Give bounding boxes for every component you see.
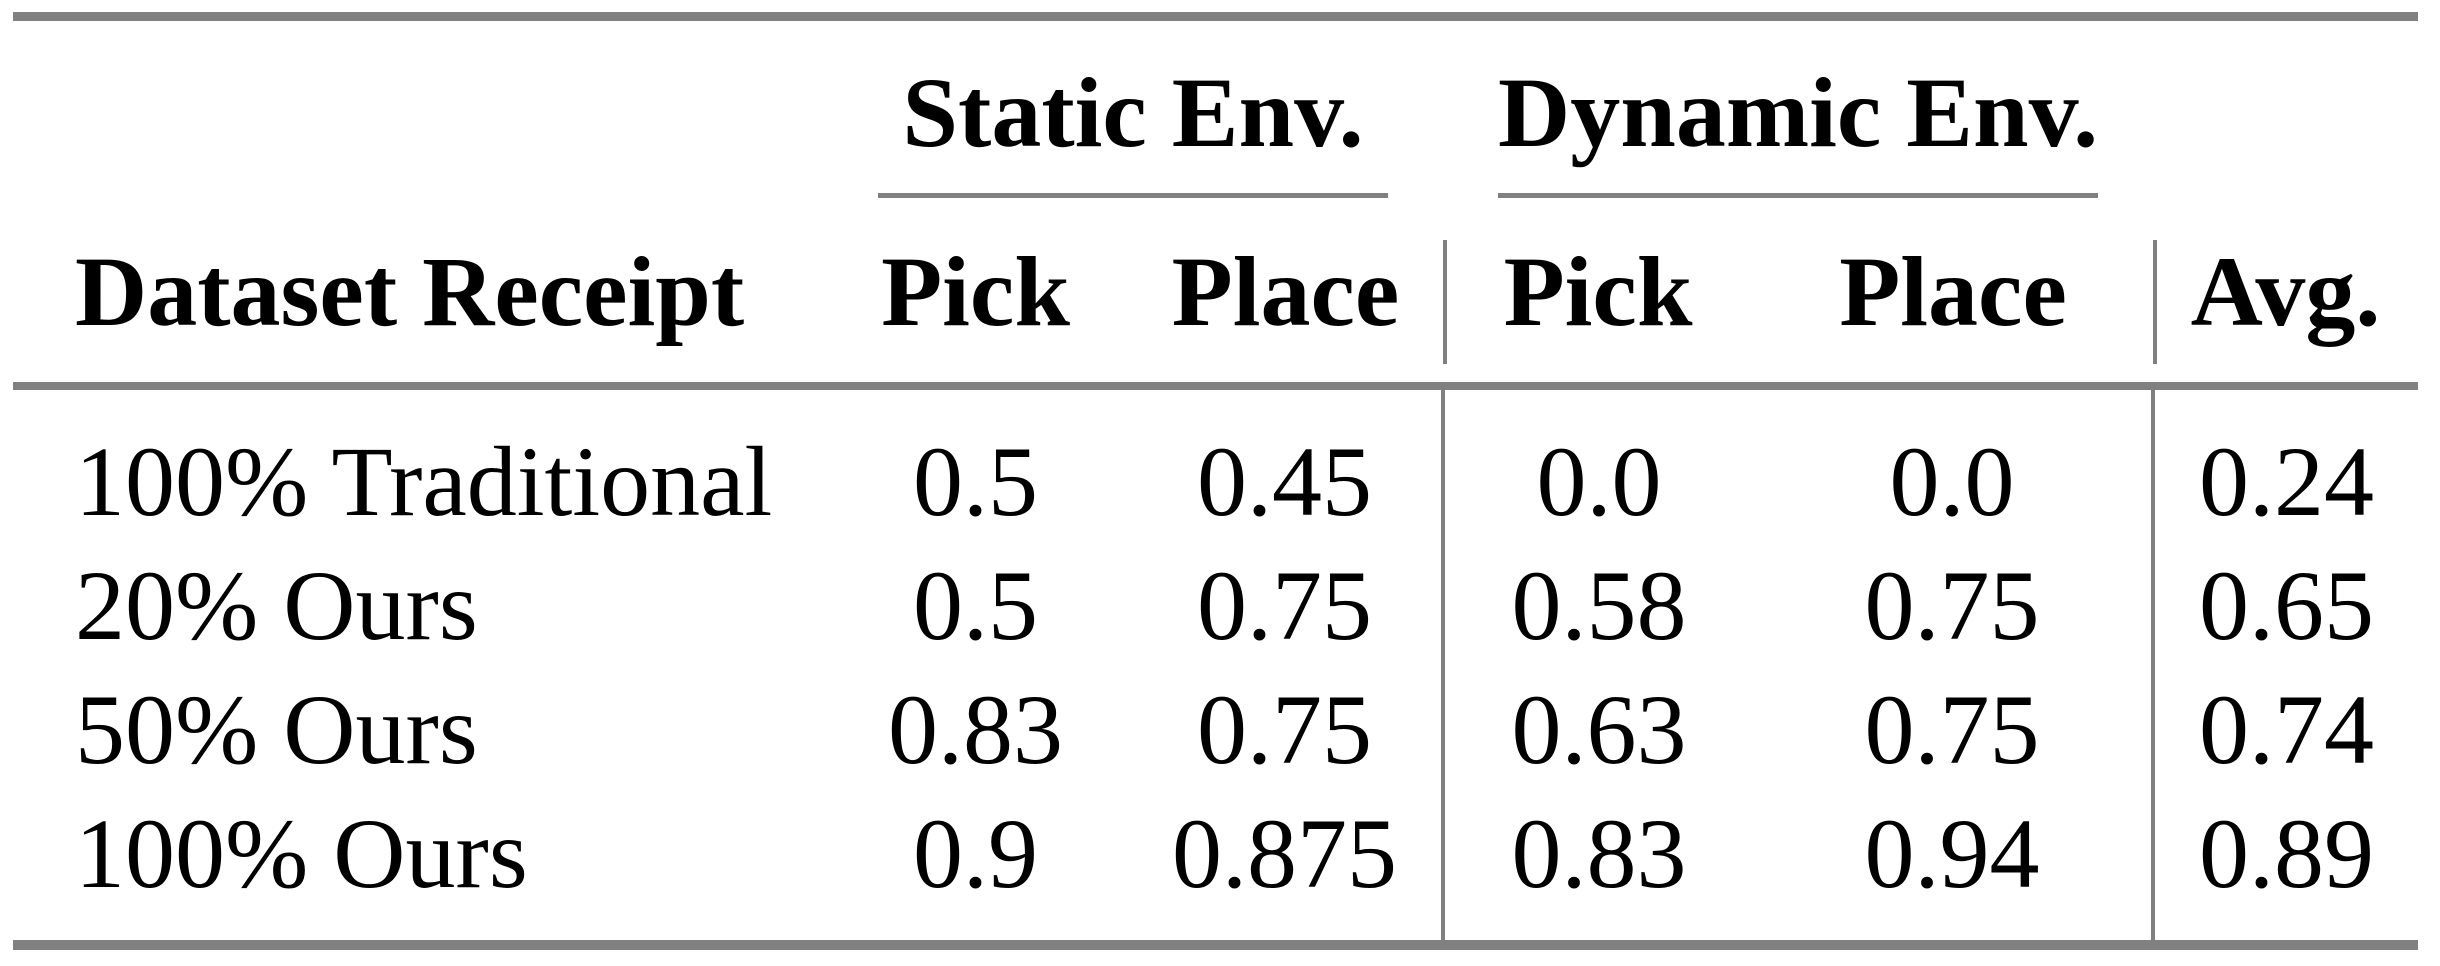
column-group-header-row: Static Env. Dynamic Env. <box>13 17 2418 199</box>
group-header-static-env-label: Static Env. <box>878 21 1388 198</box>
group-header-dynamic-env: Dynamic Env. <box>1443 17 2153 198</box>
cell-dynamic-pick: 0.83 <box>1441 792 1753 945</box>
column-header-static-pick: Pick <box>823 198 1128 390</box>
cell-dynamic-pick: 0.0 <box>1441 386 1753 544</box>
results-table: Static Env. Dynamic Env. Dataset Receipt… <box>13 12 2419 950</box>
cell-static-pick: 0.83 <box>888 674 1063 785</box>
table-row-100pct-traditional: 100% Traditional 0.5 0.45 0.0 0.0 0.24 <box>13 386 2419 544</box>
cell-dynamic-place: 0.94 <box>1864 798 2040 909</box>
row-label: 100% Traditional <box>75 426 773 537</box>
cell-static-pick: 0.5 <box>913 550 1038 661</box>
table-row-50pct-ours: 50% Ours 0.83 0.75 0.63 0.75 0.74 <box>13 668 2419 792</box>
column-header-dynamic-place: Place <box>1753 198 2154 390</box>
table-row-100pct-ours: 100% Ours 0.9 0.875 0.83 0.94 0.89 <box>13 792 2419 945</box>
cell-static-place: 0.75 <box>1197 674 1372 785</box>
cell-static-place: 0.45 <box>1197 426 1372 537</box>
group-header-dynamic-env-label: Dynamic Env. <box>1498 21 2098 198</box>
cell-avg: 0.24 <box>2151 386 2419 544</box>
cell-static-pick: 0.9 <box>913 798 1038 909</box>
column-header-static-place: Place <box>1128 198 1443 390</box>
table-row-20pct-ours: 20% Ours 0.5 0.75 0.58 0.75 0.65 <box>13 544 2419 668</box>
cell-dynamic-pick: 0.63 <box>1441 668 1753 792</box>
row-label: 100% Ours <box>75 798 528 909</box>
row-label: 50% Ours <box>75 674 478 785</box>
cell-avg: 0.74 <box>2151 668 2419 792</box>
cell-avg: 0.89 <box>2151 792 2419 945</box>
group-header-spacer-right <box>2153 17 2418 199</box>
cell-avg: 0.65 <box>2151 544 2419 668</box>
column-header-dataset-receipt: Dataset Receipt <box>13 198 823 390</box>
cell-dynamic-place: 0.75 <box>1864 550 2040 661</box>
cell-static-place: 0.75 <box>1197 550 1372 661</box>
cell-dynamic-place: 0.0 <box>1889 426 2015 537</box>
group-header-spacer-left <box>13 17 823 199</box>
column-header-avg: Avg. <box>2153 198 2419 390</box>
cell-static-pick: 0.5 <box>913 426 1038 537</box>
column-header-dynamic-pick: Pick <box>1443 198 1753 390</box>
row-label: 20% Ours <box>75 550 478 661</box>
group-header-static-env: Static Env. <box>823 17 1443 198</box>
cell-static-place: 0.875 <box>1172 798 1397 909</box>
cell-dynamic-pick: 0.58 <box>1441 544 1753 668</box>
cell-dynamic-place: 0.75 <box>1864 674 2040 785</box>
column-header-row: Dataset Receipt Pick Place Pick Place Av… <box>13 198 2419 390</box>
